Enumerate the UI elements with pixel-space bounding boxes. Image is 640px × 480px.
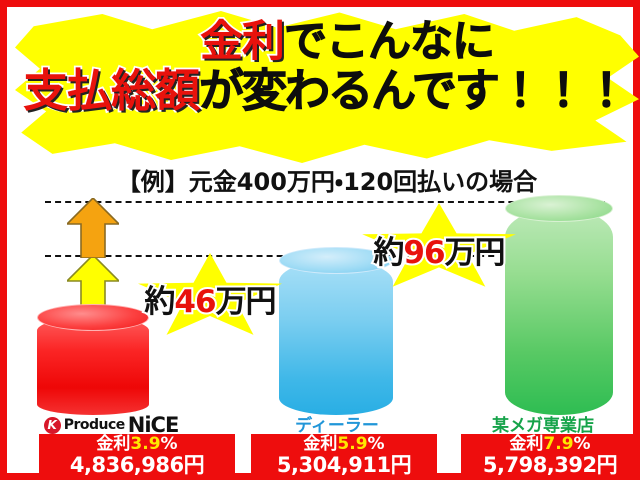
title-starburst: [15, 11, 639, 163]
headline-rest-1: でこんなに: [284, 17, 496, 67]
rate-nice: 金利3.9%: [39, 435, 235, 454]
rate-dealer-suffix: %: [367, 434, 385, 455]
bar-body-dealer: [279, 260, 393, 415]
headline-line-2: 支払総額が変わるんです！！！: [7, 66, 640, 115]
result-cell-dealer: 金利5.9% 5,304,911円: [251, 434, 437, 479]
callout-96-amount: 96: [401, 233, 447, 273]
arrow-up-yellow: [67, 255, 119, 317]
headline-highlight-kinri: 金利: [198, 17, 287, 67]
bar-body-mega: [505, 208, 613, 415]
callout-text-96: 約96万円: [371, 227, 508, 273]
bar-top-ellipse-nice: [37, 304, 149, 331]
callout-46: 約46万円: [135, 253, 285, 343]
column-label-dealer: ディーラー: [295, 416, 379, 436]
headline-line-1: 金利でこんなに: [7, 19, 640, 66]
rate-mega: 金利7.9%: [461, 435, 639, 454]
rate-dealer: 金利5.9%: [251, 435, 437, 454]
logo-produce-text: Produce: [63, 417, 126, 433]
rate-dealer-value: 5.9: [337, 434, 368, 455]
callout-46-amount: 46: [172, 282, 218, 322]
rate-mega-value: 7.9: [543, 434, 574, 455]
column-labels: K Produce NiCE ディーラー 某メガ専業店: [15, 411, 639, 437]
result-cell-mega: 金利7.9% 5,798,392円: [461, 434, 639, 479]
callout-46-suffix: 万円: [214, 282, 279, 322]
bar-cylinder-dealer: [279, 247, 393, 415]
total-nice: 4,836,986円: [69, 453, 205, 478]
bar-cylinder-mega: [505, 195, 613, 415]
headline-highlight-shiharai: 支払総額: [21, 64, 202, 117]
callout-96-suffix: 万円: [443, 233, 508, 273]
rate-nice-prefix: 金利: [96, 434, 131, 455]
rate-nice-value: 3.9: [130, 434, 161, 455]
gridline-upper: [45, 201, 605, 203]
bar-cylinder-nice: [37, 304, 149, 415]
arrow-up-orange: [67, 198, 119, 258]
rate-mega-prefix: 金利: [509, 434, 544, 455]
total-dealer: 5,304,911円: [276, 453, 412, 478]
nice-logo: K Produce NiCE: [43, 413, 180, 437]
rate-mega-suffix: %: [573, 434, 591, 455]
result-table: 金利3.9% 4,836,986円 金利5.9% 5,304,911円 金利7.…: [15, 434, 639, 479]
example-subtitle: 【例】元金400万円・120回払いの場合: [116, 168, 538, 196]
result-cell-nice: 金利3.9% 4,836,986円: [39, 434, 235, 479]
rate-dealer-prefix: 金利: [303, 434, 338, 455]
callout-text-46: 約46万円: [142, 276, 279, 322]
callout-46-prefix: 約: [142, 282, 177, 322]
k-badge-icon: K: [43, 416, 61, 434]
bar-top-ellipse-dealer: [279, 247, 393, 274]
total-mega: 5,798,392円: [482, 453, 618, 478]
headline: 金利でこんなに 支払総額が変わるんです！！！: [7, 19, 640, 115]
logo-brand-text: NiCE: [127, 413, 180, 437]
bar-body-nice: [37, 317, 149, 415]
headline-rest-2: が変わるんです！！！: [199, 64, 630, 117]
callout-96: 約96万円: [359, 203, 519, 295]
rate-nice-suffix: %: [160, 434, 178, 455]
bar-chart: [15, 193, 639, 415]
column-label-nice: K Produce NiCE: [21, 412, 201, 437]
callout-96-prefix: 約: [371, 233, 406, 273]
bar-top-ellipse-mega: [505, 195, 613, 222]
column-label-mega: 某メガ専業店: [492, 416, 594, 436]
